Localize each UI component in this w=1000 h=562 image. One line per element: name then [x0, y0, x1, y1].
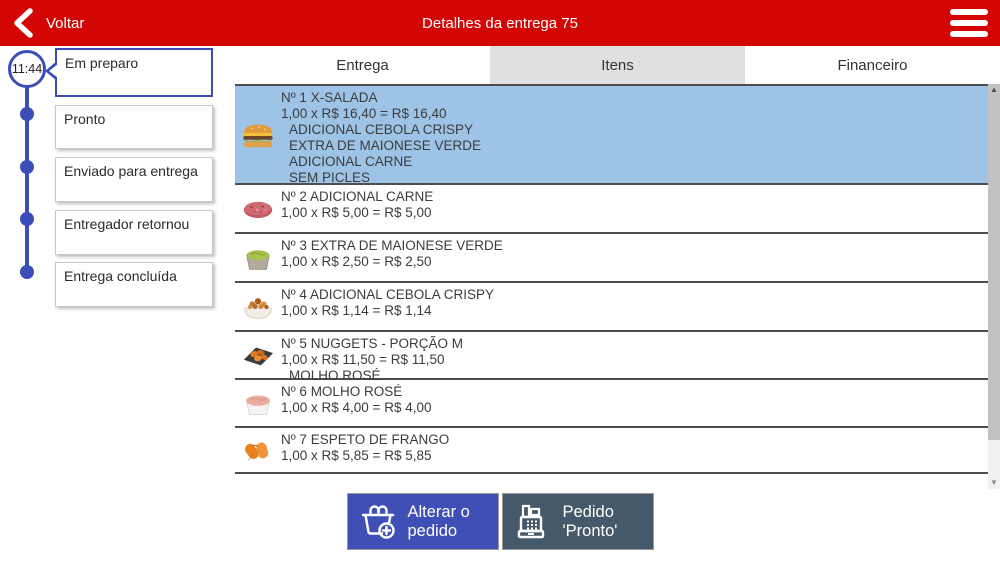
- pink-sauce-cup-image: [246, 395, 270, 415]
- order-item-1[interactable]: Nº 1 X-SALADA 1,00 x R$ 16,40 = R$ 16,40…: [235, 86, 988, 185]
- order-item-5[interactable]: Nº 5 NUGGETS - PORÇÃO M 1,00 x R$ 11,50 …: [235, 332, 988, 383]
- scroll-up-icon[interactable]: ▲: [990, 85, 998, 94]
- scrollbar-thumb[interactable]: [988, 84, 1000, 440]
- timeline-dot: [20, 107, 34, 121]
- tab-itens[interactable]: Itens: [490, 46, 745, 84]
- timeline-step-label: Enviado para entrega: [64, 163, 198, 179]
- tab-financeiro[interactable]: Financeiro: [837, 56, 908, 74]
- back-chevron-icon: [14, 8, 33, 38]
- timeline-step-label: Entregador retornou: [64, 216, 190, 232]
- item-price: 1,00 x R$ 1,14 = R$ 1,14: [281, 303, 432, 318]
- timeline-dot: [20, 212, 34, 226]
- item-modifier: ADICIONAL CARNE: [289, 154, 413, 169]
- detail-tabs: Entrega Itens Financeiro: [235, 46, 1000, 84]
- chicken-skewer-image: [245, 442, 269, 461]
- order-items-list: Nº 1 X-SALADA 1,00 x R$ 16,40 = R$ 16,40…: [235, 84, 988, 489]
- alter-order-label: Alterar o pedido: [407, 502, 470, 540]
- item-price: 1,00 x R$ 11,50 = R$ 11,50: [281, 352, 445, 367]
- item-price: 1,00 x R$ 5,85 = R$ 5,85: [281, 448, 432, 463]
- item-price: 1,00 x R$ 4,00 = R$ 4,00: [281, 400, 432, 415]
- item-title: Nº 1 X-SALADA: [281, 90, 378, 105]
- item-price: 1,00 x R$ 5,00 = R$ 5,00: [281, 205, 432, 220]
- page-title: Detalhes da entrega 75: [422, 14, 578, 32]
- back-label: Voltar: [46, 14, 85, 32]
- timeline-time-badge: 11:44: [8, 50, 46, 88]
- timeline-dot: [20, 265, 34, 279]
- item-title: Nº 6 MOLHO ROSÉ: [281, 384, 403, 399]
- item-title: Nº 7 ESPETO DE FRANGO: [281, 432, 450, 447]
- meat-patty-image: [243, 201, 273, 218]
- order-ready-label: Pedido 'Pronto': [562, 502, 618, 540]
- app-header: Voltar Detalhes da entrega 75: [0, 0, 1000, 46]
- order-ready-button[interactable]: Pedido 'Pronto': [501, 493, 654, 550]
- item-modifier: ADICIONAL CEBOLA CRISPY: [289, 122, 474, 137]
- item-modifier: EXTRA DE MAIONESE VERDE: [289, 138, 482, 153]
- green-mayo-cup-image: [246, 249, 270, 270]
- item-modifier: MOLHO ROSÉ: [289, 368, 381, 383]
- timeline-step-label: Entrega concluída: [64, 268, 177, 284]
- timeline-dot: [20, 160, 34, 174]
- status-timeline: 11:44 Em preparo Pronto Enviado para ent…: [0, 46, 235, 562]
- tab-entrega[interactable]: Entrega: [336, 56, 389, 74]
- order-item-6[interactable]: Nº 6 MOLHO ROSÉ 1,00 x R$ 4,00 = R$ 4,00: [235, 380, 988, 428]
- nuggets-tray-image: [243, 347, 274, 366]
- timeline-step-retornou[interactable]: Entregador retornou: [55, 210, 213, 255]
- timeline-step-em-preparo[interactable]: Em preparo: [45, 48, 213, 97]
- order-item-4[interactable]: Nº 4 ADICIONAL CEBOLA CRISPY 1,00 x R$ 1…: [235, 283, 988, 332]
- item-price: 1,00 x R$ 16,40 = R$ 16,40: [281, 106, 447, 121]
- item-title: Nº 5 NUGGETS - PORÇÃO M: [281, 336, 463, 351]
- action-bar: Alterar o pedido Pedido 'Pronto': [0, 493, 1000, 550]
- timeline-step-label: Pronto: [64, 111, 106, 127]
- burger-image: [243, 124, 273, 147]
- item-price: 1,00 x R$ 2,50 = R$ 2,50: [281, 254, 432, 269]
- hamburger-icon: [950, 9, 988, 15]
- timeline-step-label: Em preparo: [65, 55, 139, 71]
- scroll-down-icon[interactable]: ▼: [990, 478, 998, 487]
- order-item-3[interactable]: Nº 3 EXTRA DE MAIONESE VERDE 1,00 x R$ 2…: [235, 234, 988, 283]
- item-title: Nº 3 EXTRA DE MAIONESE VERDE: [281, 238, 503, 253]
- item-title: Nº 4 ADICIONAL CEBOLA CRISPY: [281, 287, 495, 302]
- order-item-2[interactable]: Nº 2 ADICIONAL CARNE 1,00 x R$ 5,00 = R$…: [235, 185, 988, 234]
- item-title: Nº 2 ADICIONAL CARNE: [281, 189, 434, 204]
- basket-add-icon: [361, 504, 395, 539]
- cash-register-icon: [517, 504, 544, 538]
- item-modifier: SEM PICLES: [289, 170, 371, 185]
- timeline-step-enviado[interactable]: Enviado para entrega: [55, 157, 213, 202]
- order-item-7[interactable]: Nº 7 ESPETO DE FRANGO 1,00 x R$ 5,85 = R…: [235, 428, 988, 474]
- timeline-step-concluida[interactable]: Entrega concluída: [55, 262, 213, 307]
- menu-button[interactable]: [950, 9, 988, 37]
- timeline-time: 11:44: [11, 62, 43, 76]
- crispy-onion-bowl-image: [244, 297, 272, 319]
- list-scrollbar[interactable]: ▲ ▼: [988, 84, 1000, 489]
- timeline-step-pronto[interactable]: Pronto: [55, 105, 213, 149]
- back-button[interactable]: Voltar: [0, 7, 84, 39]
- alter-order-button[interactable]: Alterar o pedido: [346, 493, 499, 550]
